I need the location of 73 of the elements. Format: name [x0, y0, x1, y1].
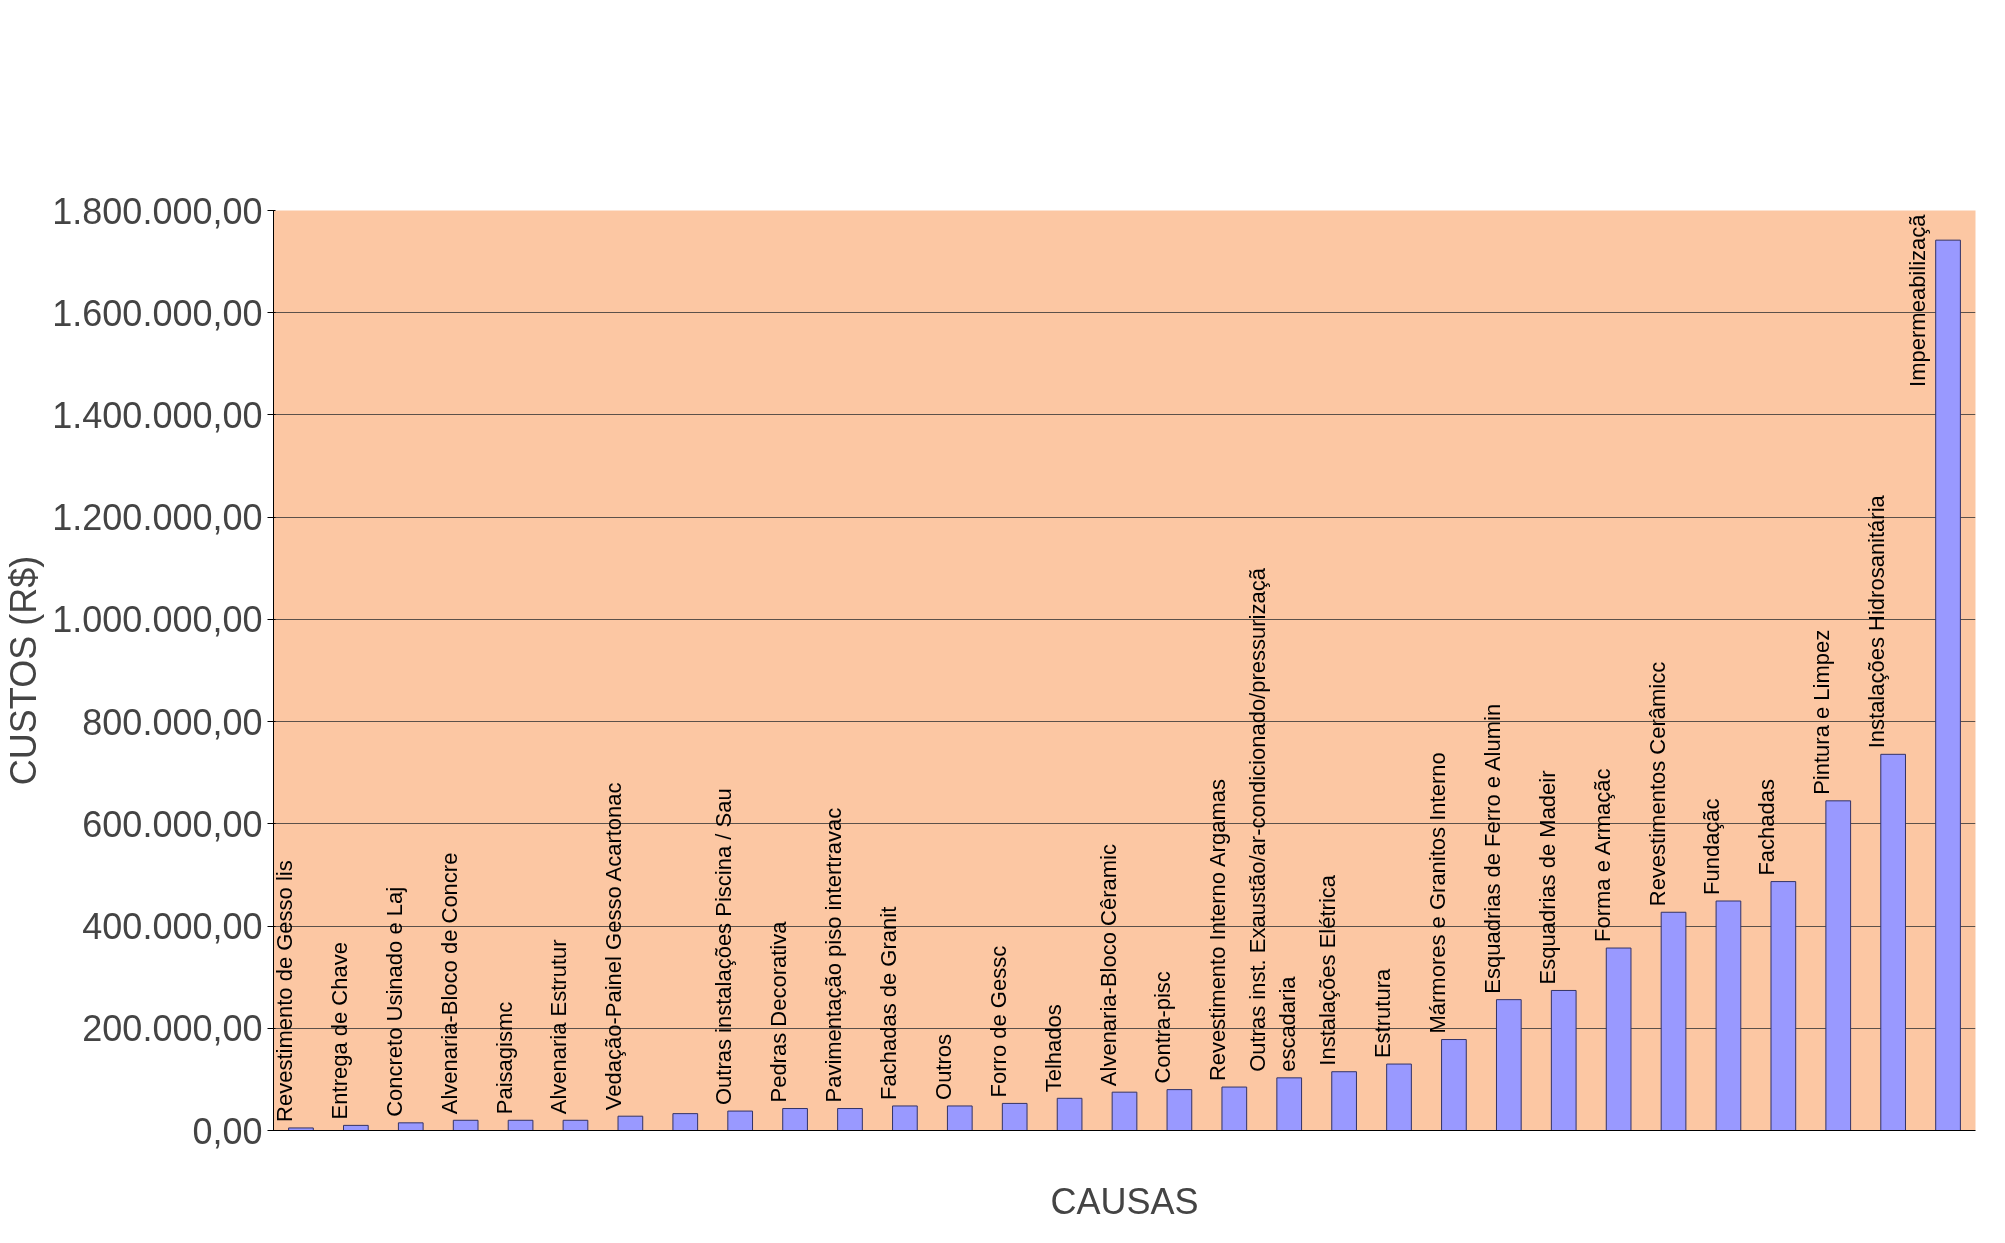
- x-tick-label: Outros: [930, 1033, 956, 1100]
- bar: [1111, 1091, 1138, 1131]
- x-tick-label: Forro de Gessc: [985, 945, 1011, 1098]
- bar: [452, 1119, 479, 1131]
- bar: [1825, 800, 1852, 1131]
- y-tick-label: 200.000,00: [82, 1008, 263, 1050]
- bar: [288, 1127, 314, 1131]
- y-tick-label: 1.000.000,00: [52, 599, 263, 641]
- bar: [397, 1122, 424, 1131]
- x-tick-label: Fachadas de Granit: [875, 906, 901, 1100]
- bar: [507, 1119, 534, 1131]
- x-tick-label: Pedras Decorativa: [766, 920, 792, 1103]
- x-tick-label: Fachadas: [1754, 778, 1780, 876]
- bar: [727, 1110, 754, 1131]
- x-tick-label: Esquadrias de Madeir: [1534, 770, 1560, 985]
- x-tick-label: Alvenaria-Bloco Cêramic: [1095, 844, 1121, 1087]
- x-tick-label: Revestimento de Gesso lis: [271, 860, 297, 1122]
- x-tick-label: Mármores e Granitos Interno: [1424, 752, 1450, 1034]
- y-tick-label: 1.800.000,00: [52, 190, 263, 232]
- bar: [1056, 1097, 1083, 1131]
- bar: [1166, 1089, 1193, 1131]
- x-tick-label: Estrutura: [1370, 968, 1396, 1059]
- bar: [672, 1113, 699, 1131]
- bar: [1715, 900, 1742, 1131]
- x-axis-title: CAUSAS: [1050, 1180, 1199, 1222]
- x-tick-label: Alvenaria-Bloco de Concre: [436, 852, 462, 1115]
- bar: [1660, 911, 1687, 1131]
- y-tick-label: 400.000,00: [82, 906, 263, 948]
- bar: [1001, 1102, 1028, 1131]
- x-tick-label: Esquadrias de Ferro e Alumin: [1479, 703, 1505, 994]
- bar: [946, 1105, 973, 1131]
- bar: [837, 1108, 863, 1131]
- x-tick-label: Telhados: [1040, 1004, 1066, 1093]
- x-tick-label: Forma e Armaçãc: [1589, 768, 1615, 943]
- bar: [562, 1119, 589, 1131]
- x-tick-label: Revestimentos Cerâmicc: [1644, 661, 1670, 907]
- bar: [1441, 1039, 1467, 1131]
- x-tick-label: Instalações Hidrosanitária: [1864, 494, 1890, 749]
- bar: [782, 1108, 808, 1131]
- x-tick-label: Outras instalações Piscina / Sau: [711, 788, 737, 1106]
- y-tick-label: 800.000,00: [82, 701, 263, 743]
- bar: [1770, 881, 1797, 1131]
- x-tick-label: Paisagismc: [491, 1001, 517, 1115]
- bar: [1495, 999, 1522, 1131]
- bar: [892, 1105, 918, 1131]
- x-tick-label: Pavimentação piso intertravac: [821, 807, 847, 1103]
- bar: [343, 1124, 369, 1131]
- y-tick-label: 600.000,00: [82, 803, 263, 845]
- bar: [1935, 239, 1961, 1131]
- x-tick-label: Alvenaria Estrutur: [546, 939, 572, 1115]
- bar: [617, 1115, 644, 1131]
- bar: [1605, 947, 1632, 1131]
- x-tick-label: Contra-pisc: [1150, 971, 1176, 1084]
- y-tick-label: 1.200.000,00: [52, 497, 263, 539]
- bar: [1386, 1063, 1412, 1131]
- x-tick-label: Vedação-Painel Gesso Acartonac: [601, 782, 627, 1111]
- x-tick-label: Revestimento Interno Argamas: [1205, 779, 1231, 1082]
- y-tick-label: 0,00: [192, 1110, 263, 1152]
- x-tick-label: Pintura e Limpez: [1809, 629, 1835, 795]
- x-tick-label: Concreto Usinado e Laj: [381, 886, 407, 1117]
- x-tick-label: Entrega de Chave: [326, 942, 352, 1120]
- y-axis-title: CUSTOS (R$): [3, 555, 45, 786]
- bar: [1221, 1086, 1248, 1131]
- bar: [1276, 1077, 1303, 1131]
- bar: [1331, 1071, 1357, 1131]
- bar: [1880, 753, 1906, 1131]
- x-tick-label: Fundaçãc: [1699, 798, 1725, 896]
- y-tick-label: 1.400.000,00: [52, 394, 263, 436]
- bar: [1550, 989, 1577, 1131]
- x-tick-label: Outras inst. Exaustão/ar-condicionado/pressurizaçã escadaria: [1245, 567, 1301, 1072]
- y-tick-label: 1.600.000,00: [52, 292, 263, 334]
- x-tick-label: Impermeabilizaçã: [1905, 213, 1931, 387]
- x-tick-label: Instalações Elétrica: [1315, 874, 1341, 1066]
